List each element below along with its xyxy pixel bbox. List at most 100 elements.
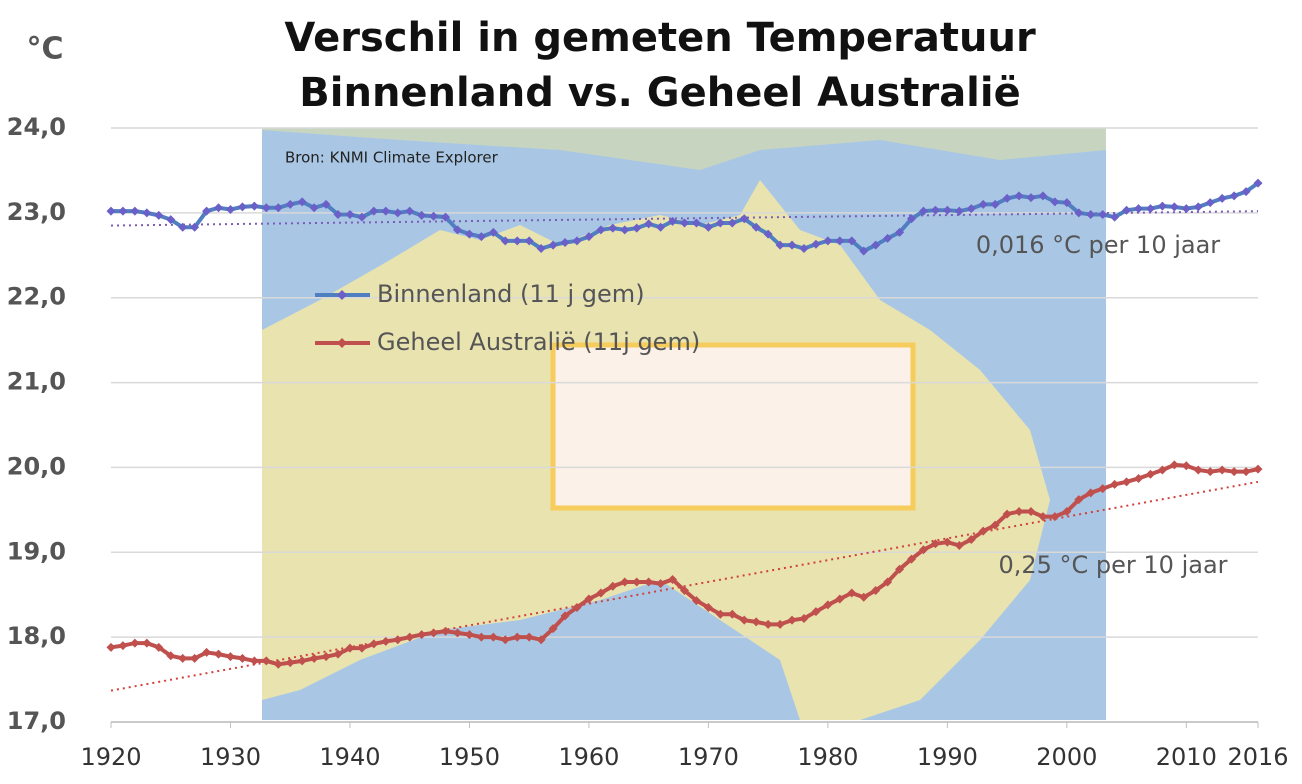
trend-line xyxy=(110,210,1259,227)
x-tick-label: 1960 xyxy=(558,743,619,771)
data-point xyxy=(1217,193,1227,203)
x-tick-label: 1950 xyxy=(439,743,500,771)
data-point xyxy=(632,223,642,233)
data-point xyxy=(680,585,689,595)
data-point xyxy=(1002,509,1012,519)
data-point xyxy=(608,581,618,591)
data-point xyxy=(1253,178,1263,188)
data-point xyxy=(871,240,881,250)
data-point xyxy=(907,554,917,564)
data-point xyxy=(775,619,785,629)
data-point xyxy=(333,210,343,220)
legend-marker xyxy=(337,338,347,348)
data-point xyxy=(1134,204,1144,214)
data-point xyxy=(990,199,1000,209)
legend-marker xyxy=(337,290,347,300)
data-point xyxy=(261,656,271,666)
data-point xyxy=(1241,467,1251,477)
data-point xyxy=(166,215,176,225)
data-point xyxy=(500,635,510,645)
data-point xyxy=(1229,191,1239,201)
data-point xyxy=(751,222,761,232)
data-point xyxy=(668,216,678,226)
x-tick-label: 2010 xyxy=(1156,743,1217,771)
data-point xyxy=(476,232,486,242)
data-point xyxy=(417,210,427,220)
data-point xyxy=(1145,204,1155,214)
data-point xyxy=(1122,205,1132,215)
x-tick-label: 1970 xyxy=(678,743,739,771)
data-point xyxy=(918,545,928,555)
data-point xyxy=(1014,191,1024,201)
data-point xyxy=(369,206,379,216)
data-point xyxy=(942,537,952,547)
data-point xyxy=(297,656,307,666)
data-point xyxy=(1098,484,1108,494)
data-point xyxy=(1253,464,1263,474)
data-point xyxy=(560,238,570,248)
data-point xyxy=(1193,202,1203,212)
data-point xyxy=(441,626,451,636)
data-point xyxy=(1122,477,1132,487)
data-point xyxy=(620,577,630,587)
data-point xyxy=(548,624,558,634)
data-point xyxy=(357,212,367,222)
data-point xyxy=(1157,201,1167,211)
trend-label: 0,016 °C per 10 jaar xyxy=(976,231,1220,259)
data-point xyxy=(739,214,749,224)
data-point xyxy=(1074,208,1084,218)
data-point xyxy=(1181,461,1191,471)
y-tick-label: 20,0 xyxy=(7,452,66,480)
y-tick-label: 23,0 xyxy=(7,198,66,226)
data-point xyxy=(512,632,522,642)
data-point xyxy=(512,236,522,246)
data-point xyxy=(500,236,510,246)
data-point xyxy=(668,574,678,584)
data-point xyxy=(715,218,725,228)
data-point xyxy=(452,628,462,638)
data-point xyxy=(883,233,893,243)
data-point xyxy=(154,642,164,652)
data-point xyxy=(524,632,534,642)
data-point xyxy=(1157,465,1167,475)
data-point xyxy=(644,577,654,587)
data-point xyxy=(548,240,558,250)
data-point xyxy=(739,615,749,625)
data-point xyxy=(1169,460,1179,470)
data-point xyxy=(1050,197,1060,207)
data-point xyxy=(799,243,809,253)
data-point xyxy=(464,630,474,640)
data-point xyxy=(345,643,355,653)
data-point xyxy=(333,649,343,659)
data-point xyxy=(847,236,857,246)
data-point xyxy=(835,236,845,246)
data-point xyxy=(1205,467,1215,477)
data-point xyxy=(775,240,785,250)
data-point xyxy=(476,632,486,642)
data-point xyxy=(691,218,701,228)
data-point xyxy=(883,577,893,587)
data-point xyxy=(560,611,570,621)
data-point xyxy=(918,206,928,216)
y-tick-label: 18,0 xyxy=(7,622,66,650)
data-point xyxy=(237,202,247,212)
data-point xyxy=(130,638,140,648)
y-tick-label: 24,0 xyxy=(7,113,66,141)
data-point xyxy=(942,205,952,215)
data-point xyxy=(214,203,224,213)
data-point xyxy=(441,212,451,222)
data-point xyxy=(763,619,773,629)
data-point xyxy=(691,596,701,606)
data-point xyxy=(536,635,546,645)
data-point xyxy=(954,206,964,216)
data-point xyxy=(417,630,427,640)
data-point xyxy=(823,236,833,246)
x-tick-label: 2000 xyxy=(1036,743,1097,771)
data-point xyxy=(811,239,821,249)
data-point xyxy=(369,639,379,649)
data-point xyxy=(285,199,295,209)
data-point xyxy=(1062,198,1072,208)
data-point xyxy=(1169,202,1179,212)
data-point xyxy=(907,214,917,224)
